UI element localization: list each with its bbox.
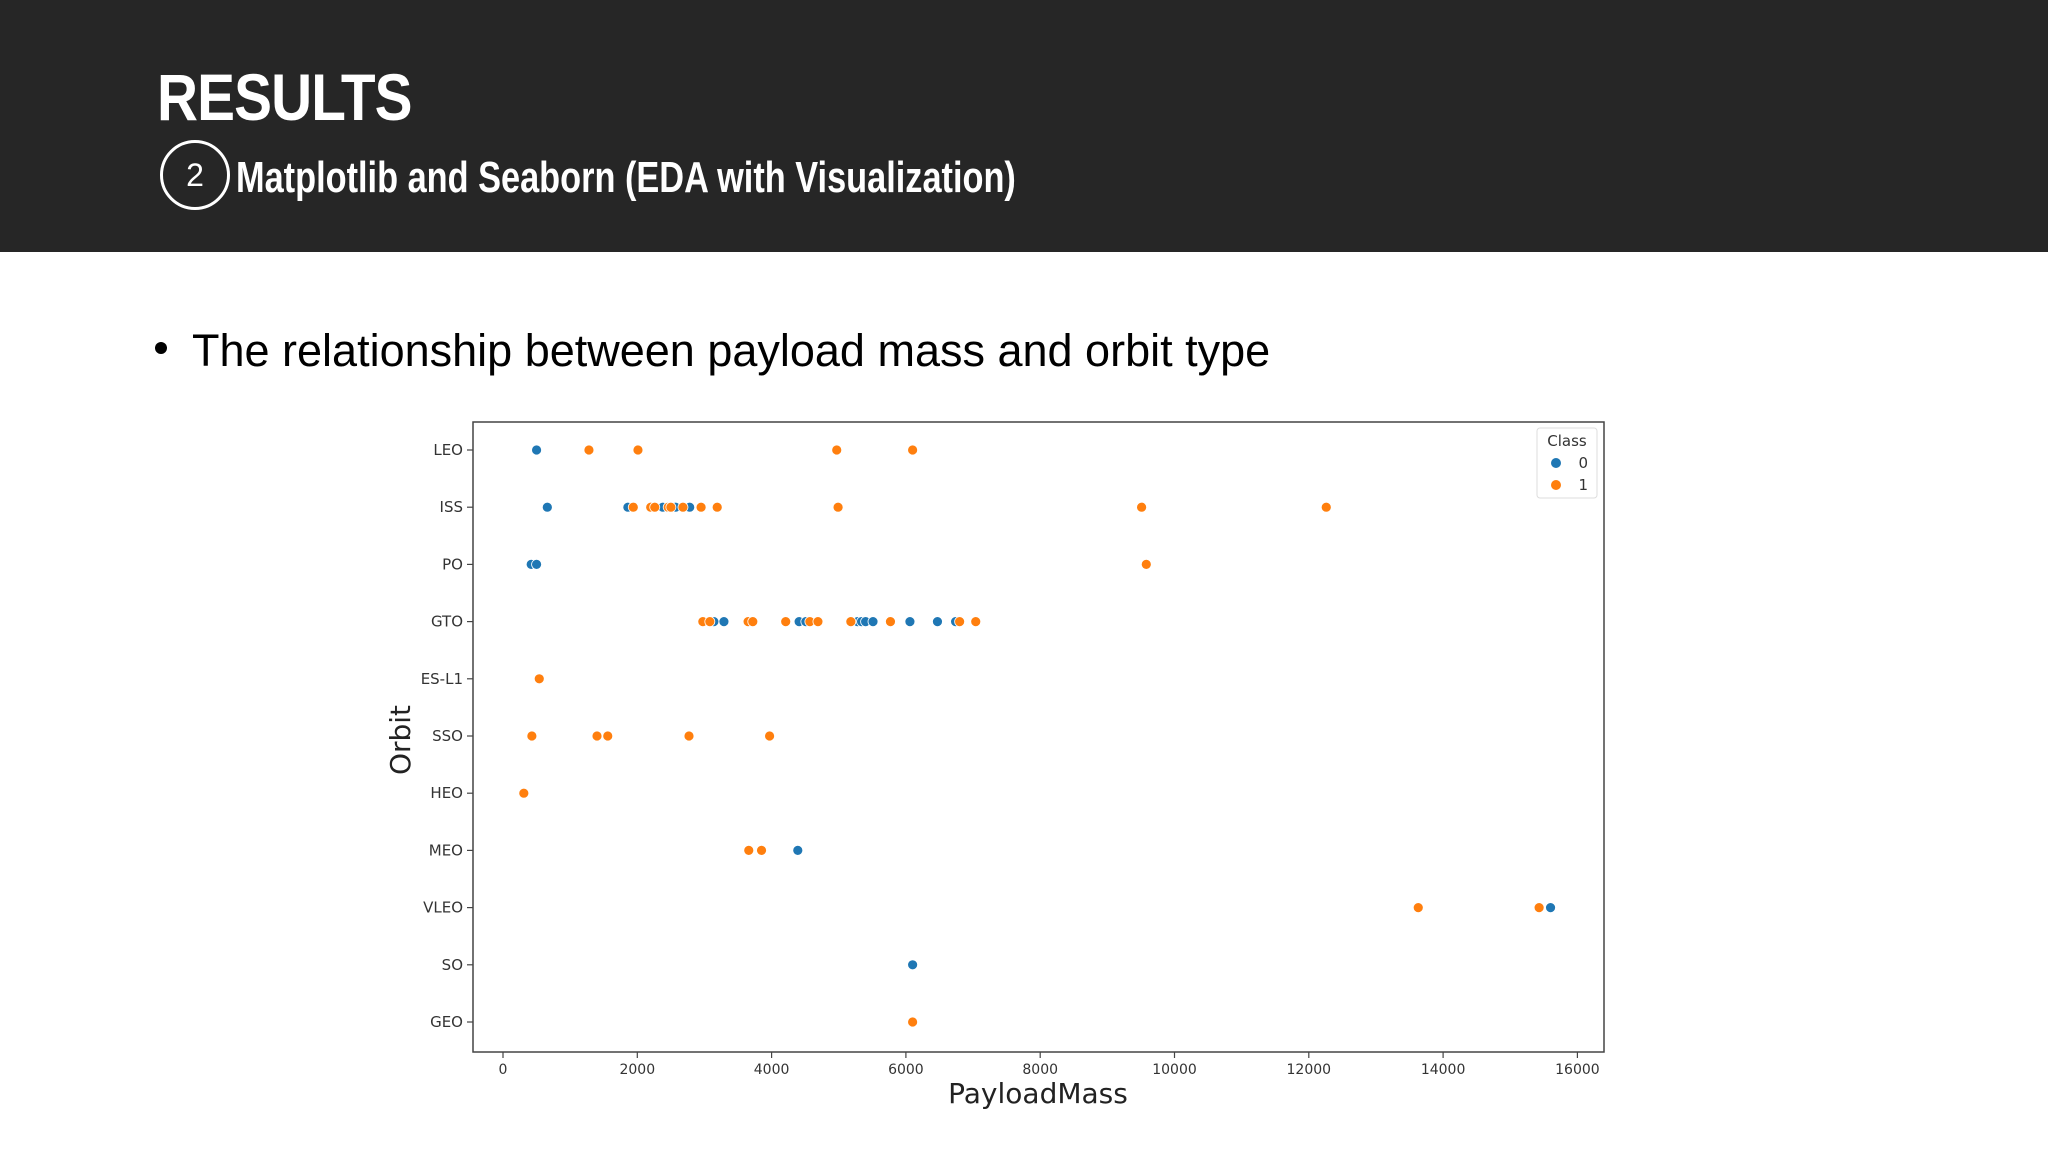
step-number: 2	[186, 156, 204, 193]
x-tick-label: 8000	[1022, 1062, 1058, 1078]
data-point	[1533, 902, 1545, 913]
data-point	[583, 444, 595, 456]
legend-label-1: 1	[1578, 476, 1588, 494]
data-point	[531, 559, 542, 570]
data-point	[533, 673, 545, 685]
x-tick-label: 16000	[1555, 1062, 1600, 1078]
data-point	[867, 616, 879, 627]
y-tick-label: LEO	[433, 441, 463, 459]
slide-title: RESULTS	[157, 60, 413, 134]
data-point	[627, 501, 639, 513]
data-point	[907, 959, 919, 971]
data-point	[711, 501, 723, 513]
bullet-text: The relationship between payload mass an…	[192, 325, 1271, 376]
step-number-badge: 2	[160, 140, 230, 210]
data-point	[591, 730, 603, 742]
data-point	[904, 616, 916, 627]
y-axis-label: Orbit	[384, 705, 417, 775]
y-tick-label: ISS	[440, 498, 463, 516]
x-tick-label: 10000	[1152, 1062, 1197, 1078]
legend-title: Class	[1547, 432, 1587, 450]
x-tick-label: 0	[499, 1062, 508, 1078]
data-point	[764, 730, 775, 742]
x-axis-label: PayloadMass	[948, 1077, 1128, 1110]
x-tick-label: 6000	[888, 1062, 924, 1078]
data-point	[695, 501, 707, 513]
data-point	[677, 501, 689, 513]
data-point	[832, 501, 844, 513]
data-point	[970, 616, 982, 627]
x-axis: 0 2000 4000 6000 8000 10000 12000 14000 16000	[499, 1052, 1600, 1078]
data-point	[526, 730, 538, 742]
y-tick-label: PO	[442, 555, 463, 573]
data-point	[1140, 559, 1152, 570]
plot-frame	[472, 421, 1605, 1053]
legend: Class 0 1	[1536, 427, 1598, 499]
x-tick-label: 12000	[1287, 1062, 1332, 1078]
data-point	[845, 616, 857, 627]
slide-subtitle: Matplotlib and Seaborn (EDA with Visuali…	[236, 153, 1016, 202]
data-point	[602, 730, 614, 742]
data-point	[756, 845, 767, 856]
data-point	[1136, 501, 1147, 513]
y-tick-label: SSO	[432, 727, 463, 745]
data-point	[704, 616, 716, 627]
y-tick-label: SO	[442, 956, 463, 974]
y-tick-label: GTO	[431, 613, 463, 631]
data-point	[747, 616, 759, 627]
data-point	[683, 730, 695, 742]
data-point	[632, 444, 644, 456]
data-point	[718, 616, 730, 627]
data-point	[885, 616, 896, 627]
data-point	[518, 787, 530, 799]
bullet-dot-icon	[155, 342, 167, 355]
y-tick-label: ES-L1	[421, 670, 463, 688]
x-tick-label: 2000	[619, 1062, 655, 1078]
data-point	[665, 501, 677, 513]
data-point	[531, 444, 542, 456]
data-point	[1320, 501, 1332, 513]
data-point	[907, 444, 919, 456]
data-point	[792, 845, 804, 856]
data-points	[518, 444, 1556, 1028]
y-tick-label: HEO	[430, 784, 463, 802]
y-tick-label: MEO	[429, 841, 463, 859]
y-axis: LEO ISS PO GTO ES-L1 SSO HEO MEO VLEO SO GEO	[421, 441, 473, 1031]
data-point	[831, 444, 843, 456]
legend-marker-1	[1551, 480, 1561, 490]
x-tick-label: 14000	[1421, 1062, 1466, 1078]
data-point	[541, 501, 553, 513]
x-tick-label: 4000	[754, 1062, 790, 1078]
data-point	[907, 1016, 919, 1028]
legend-marker-0	[1551, 458, 1561, 468]
bullet-point: The relationship between payload mass an…	[155, 326, 1270, 376]
data-point	[780, 616, 792, 627]
data-point	[932, 616, 943, 627]
data-point	[1412, 902, 1424, 913]
data-point	[954, 616, 966, 627]
slide-header: RESULTS 2 Matplotlib and Seaborn (EDA wi…	[0, 0, 2048, 252]
legend-label-0: 0	[1578, 454, 1588, 472]
data-point	[649, 501, 661, 513]
y-tick-label: VLEO	[423, 899, 463, 917]
data-point	[743, 845, 755, 856]
data-point	[812, 616, 824, 627]
y-tick-label: GEO	[430, 1013, 463, 1031]
data-point	[1545, 902, 1556, 913]
